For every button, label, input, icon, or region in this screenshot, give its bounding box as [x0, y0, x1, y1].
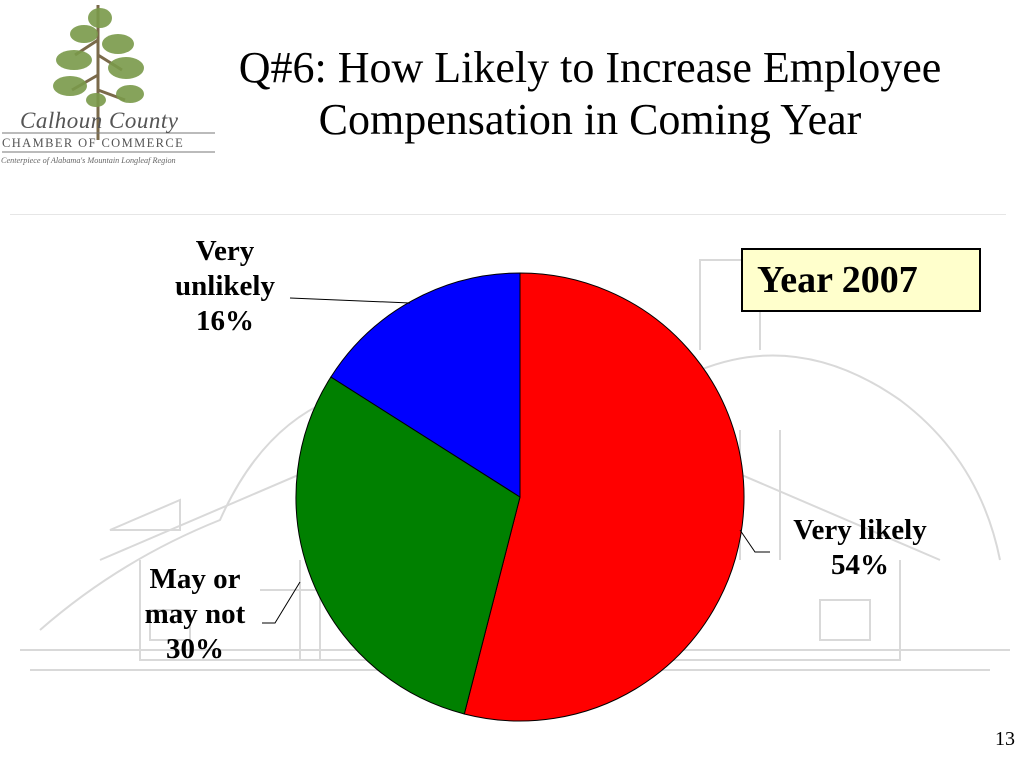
- year-annotation-box: Year 2007: [741, 248, 981, 312]
- leader-line-very-unlikely: [289, 297, 411, 304]
- title-divider: [10, 214, 1006, 215]
- slide-title-line-1: Q#6: How Likely to Increase Employee: [238, 43, 942, 92]
- slice-label-very-likely: Very likely 54%: [770, 513, 950, 583]
- slice-label-text: Very likely: [793, 514, 927, 546]
- logo-chamber-text: CHAMBER OF COMMERCE: [2, 136, 185, 150]
- slice-label-may-or-may-not: May or may not 30%: [120, 562, 270, 667]
- slice-label-text: May or: [149, 563, 241, 595]
- logo-tagline: Centerpiece of Alabama's Mountain Longle…: [1, 156, 176, 165]
- slide-title-line-2: Compensation in Coming Year: [318, 95, 862, 144]
- page-number: 13: [995, 728, 1015, 750]
- slice-label-text: unlikely: [175, 270, 275, 302]
- slide-title: Q#6: How Likely to Increase Employee Com…: [150, 42, 1024, 146]
- slice-percent: 16%: [196, 305, 254, 337]
- slice-label-text: may not: [144, 598, 246, 630]
- leader-line-very-likely: [739, 529, 770, 553]
- pine-tree-icon: [2, 5, 215, 153]
- logo-county-name: Calhoun County: [20, 108, 179, 133]
- slice-percent: 54%: [831, 549, 889, 581]
- pie-slice-may-or-may-not: [295, 376, 521, 715]
- leader-line-may-or-may-not: [262, 581, 301, 624]
- pie-slice-very-unlikely: [330, 272, 521, 498]
- pie-slice-very-likely: [463, 272, 745, 722]
- chamber-logo: Calhoun County CHAMBER OF COMMERCE Cente…: [0, 0, 222, 185]
- year-annotation-text: Year 2007: [757, 259, 918, 301]
- slice-label-text: Very: [195, 235, 255, 267]
- slice-label-very-unlikely: Very unlikely 16%: [150, 234, 300, 339]
- slice-percent: 30%: [166, 633, 224, 665]
